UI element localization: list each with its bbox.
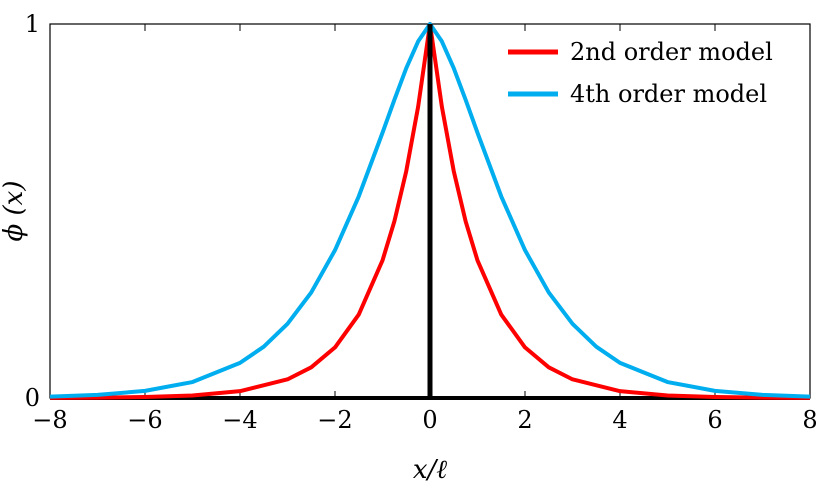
x-tick-label: 8 — [802, 406, 817, 434]
x-tick-label: −2 — [317, 406, 352, 434]
legend: 2nd order model 4th order model — [508, 38, 773, 108]
x-tick-label: 6 — [707, 406, 722, 434]
series-group — [49, 22, 811, 400]
x-tick-label: −8 — [32, 406, 67, 434]
legend-label: 2nd order model — [570, 38, 773, 66]
x-tick-label: 2 — [517, 406, 532, 434]
x-axis-label: x/ℓ — [413, 455, 447, 485]
y-tick-label: 1 — [25, 10, 40, 38]
legend-label: 4th order model — [570, 80, 767, 108]
y-tick-label: 0 — [25, 384, 40, 412]
x-tick-label: 4 — [612, 406, 627, 434]
x-tick-label: 0 — [422, 406, 437, 434]
x-tick-label: −6 — [127, 406, 162, 434]
x-tick-label: −4 — [222, 406, 257, 434]
tick-labels: −8 −6 −4 −2 0 2 4 6 8 0 1 — [25, 10, 818, 434]
y-axis-label: ϕ (x) — [0, 181, 29, 242]
